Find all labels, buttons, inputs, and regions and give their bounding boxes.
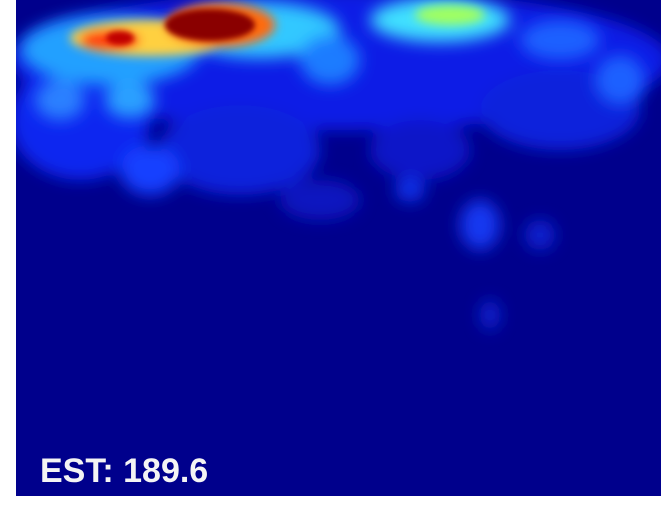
estimate-label: EST: 189.6	[40, 452, 208, 490]
density-map: EST: 189.6	[0, 0, 667, 506]
page: {"caption": {"text": "EST: 189.6"}}	[0, 0, 667, 506]
